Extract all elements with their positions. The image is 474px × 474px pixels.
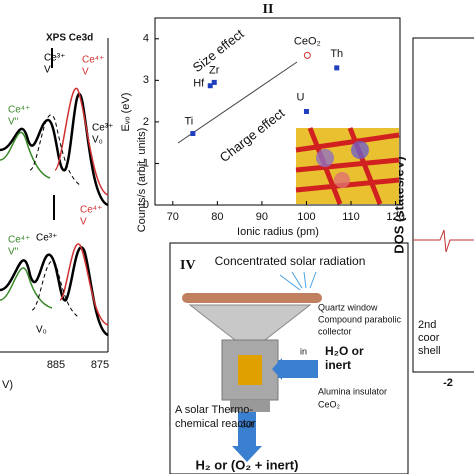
reactor-label: Quartz window xyxy=(318,302,378,312)
peak-label: V xyxy=(80,217,87,228)
peak-label: V xyxy=(82,67,89,78)
trend-line xyxy=(177,61,298,144)
peak-label: V₀ xyxy=(92,135,103,146)
point-label: Th xyxy=(330,48,343,60)
reactor-label: H₂O or xyxy=(325,344,364,358)
point-label: Zr xyxy=(209,64,220,76)
peak-label: V'' xyxy=(8,117,19,128)
point xyxy=(207,83,213,89)
axis-label: Eᵥₒ (eV) xyxy=(120,93,132,132)
point-label: Ti xyxy=(184,115,193,127)
peak-label: V' xyxy=(44,65,53,76)
dos-frame xyxy=(412,37,474,373)
reactor-label: collector xyxy=(318,326,352,336)
x-tick-label: 875 xyxy=(91,359,109,371)
x-tick-label: 110 xyxy=(342,211,360,223)
spectrum xyxy=(0,246,109,337)
point xyxy=(303,109,309,114)
panel-title: IV xyxy=(180,258,196,273)
x-tick-label: -2 xyxy=(443,377,453,389)
y-tick-label: 4 xyxy=(143,33,149,45)
reactor-label: in xyxy=(300,346,307,356)
label: shell xyxy=(418,345,441,357)
fit-curve xyxy=(29,114,81,186)
x-tick-label: 100 xyxy=(297,211,315,223)
reactor-label: out xyxy=(241,419,254,429)
peak-label: Ce³⁺ xyxy=(44,53,65,64)
peak-label: Ce³⁺ xyxy=(36,233,57,244)
panel-frame xyxy=(169,242,409,474)
peak-label: V'' xyxy=(8,247,19,258)
xps-labels: Ce³⁺V'Ce⁴⁺VCe⁴⁺V''Ce³⁺V₀Ce⁴⁺VCe⁴⁺V''Ce³⁺… xyxy=(8,53,113,336)
scatter: 70 80 90 100 110 120 0 1 2 3 4 Ti Hf Zr U Th CeO₂ xyxy=(143,33,405,223)
y-tick-label: 2 xyxy=(143,116,149,128)
fit-curve xyxy=(59,243,109,326)
reactor-drawing xyxy=(182,271,322,462)
reactor-label: CeO₂ xyxy=(318,399,341,409)
label: coor xyxy=(418,332,440,344)
point-label: Hf xyxy=(193,78,205,90)
reactor-label: Compound parabolic xyxy=(318,314,402,324)
axis-label: Counts/s (arbit. units) xyxy=(136,128,148,233)
axis-label: Ionic radius (pm) xyxy=(237,226,319,238)
panel-title: XPS Ce3d xyxy=(46,33,93,44)
point xyxy=(190,131,196,137)
reactor-label: inert xyxy=(325,358,351,372)
y-tick-label: 1 xyxy=(143,157,149,169)
fit-curve xyxy=(54,87,109,196)
reactor-labels: Concentrated solar radiation Quartz windo… xyxy=(175,254,402,472)
x-tick-label: 70 xyxy=(167,211,179,223)
y-tick-label: 0 xyxy=(143,199,149,211)
inset-structure xyxy=(295,127,400,205)
axis-label: V) xyxy=(2,379,13,391)
x-tick-label: 885 xyxy=(47,359,65,371)
point xyxy=(303,51,311,59)
peak-label: Ce⁴⁺ xyxy=(8,235,30,246)
reactor-label: chemical reactor xyxy=(175,418,256,430)
point xyxy=(334,65,340,71)
peak-label: Ce⁴⁺ xyxy=(80,205,102,216)
x-tick-label: 80 xyxy=(211,211,223,223)
dos-curve xyxy=(413,229,474,253)
panel-title: II xyxy=(263,2,274,17)
peak-label: Ce⁴⁺ xyxy=(8,105,30,116)
fit-curve xyxy=(0,131,51,179)
reactor-label: A solar Thermo- xyxy=(175,404,253,416)
y-tick-label: 3 xyxy=(143,74,149,86)
peak-label: Ce⁴⁺ xyxy=(82,55,104,66)
reactor-label: H₂ or (O₂ + inert) xyxy=(196,457,299,472)
peak-label: Ce³⁺ xyxy=(92,123,113,134)
annotation: Charge effect xyxy=(217,105,288,165)
reactor-label: Alumina insulator xyxy=(318,386,387,396)
peak-label: V₀ xyxy=(36,325,47,336)
xps-panel xyxy=(0,38,109,353)
reactor-label: Concentrated solar radiation xyxy=(215,254,366,268)
point xyxy=(211,79,217,85)
fit-curve xyxy=(31,260,81,319)
label: 2nd xyxy=(418,319,436,331)
x-tick-label: 120 xyxy=(386,211,404,223)
point-label: U xyxy=(296,91,304,103)
point-label: CeO₂ xyxy=(294,35,321,47)
plot-frame xyxy=(154,17,401,206)
x-tick-label: 90 xyxy=(256,211,268,223)
fit-curve xyxy=(0,267,53,309)
